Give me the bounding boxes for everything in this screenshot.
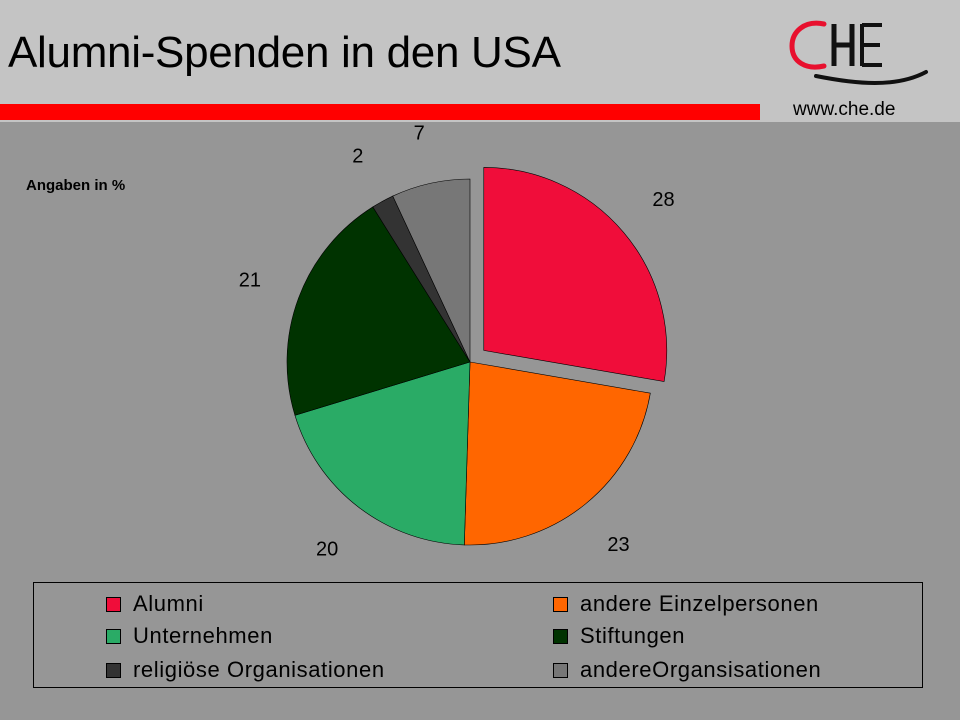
legend-item-stiftungen: Stiftungen <box>553 623 685 649</box>
legend-label: Stiftungen <box>580 623 686 648</box>
pie-data-label: 21 <box>239 270 261 292</box>
che-logo <box>789 20 928 85</box>
legend-label: Alumni <box>133 591 204 616</box>
page-title: Alumni-Spenden in den USA <box>8 28 561 77</box>
legend-label: andere Einzelpersonen <box>580 591 819 616</box>
pie-data-label: 7 <box>414 123 425 145</box>
legend-item-andere-organisationen: andereOrgansisationen <box>553 657 821 683</box>
pie-data-label: 28 <box>652 189 674 211</box>
legend-swatch <box>553 628 568 644</box>
legend-label: religiöse Organisationen <box>133 657 385 682</box>
pie-slice-2 <box>294 361 471 546</box>
legend-swatch <box>106 662 121 678</box>
legend-item-andere-einzelpersonen: andere Einzelpersonen <box>553 591 819 617</box>
pie-slice-3 <box>286 206 471 416</box>
legend-item-alumni: Alumni <box>106 591 204 617</box>
pie-data-label: 2 <box>352 146 363 168</box>
accent-bar <box>0 104 760 120</box>
pie-slice-5 <box>392 178 471 363</box>
legend-item-unternehmen: Unternehmen <box>106 623 273 649</box>
legend-swatch <box>553 662 568 678</box>
pie-slice-0 <box>483 167 668 382</box>
website-url[interactable]: www.che.de <box>793 99 896 120</box>
legend-label: Unternehmen <box>133 623 273 648</box>
pie-data-label: 23 <box>607 534 629 556</box>
legend-swatch <box>106 596 121 612</box>
legend-swatch <box>106 628 121 644</box>
pie-data-label: 20 <box>316 539 338 561</box>
chart-subtitle: Angaben in % <box>26 177 126 194</box>
legend-swatch <box>553 596 568 612</box>
pie-slice-1 <box>463 361 651 546</box>
legend-label: andereOrgansisationen <box>580 657 822 682</box>
chart-legend: Alumni andere Einzelpersonen Unternehmen… <box>33 582 923 688</box>
legend-item-religioese-organisationen: religiöse Organisationen <box>106 657 385 683</box>
